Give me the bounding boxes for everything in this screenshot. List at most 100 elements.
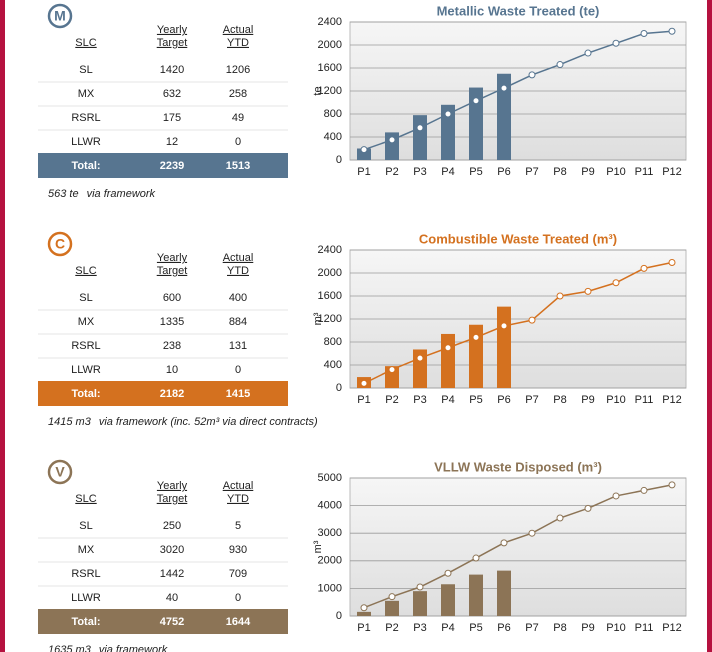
column-header: SLC xyxy=(75,37,96,49)
line-marker xyxy=(444,569,452,577)
line-marker xyxy=(472,333,480,341)
chart-title: VLLW Waste Disposed (m³) xyxy=(434,459,602,474)
x-tick-label: P7 xyxy=(525,166,538,178)
bar xyxy=(469,87,483,160)
x-tick-label: P3 xyxy=(413,622,426,634)
total-cell: 1415 xyxy=(226,388,250,400)
bar xyxy=(441,584,455,616)
line-marker xyxy=(640,486,648,494)
line xyxy=(363,261,673,385)
x-tick-label: P2 xyxy=(385,166,398,178)
bar xyxy=(385,600,399,616)
cell: 1335 xyxy=(160,316,184,328)
y-tick-label: 2400 xyxy=(318,244,342,256)
total-cell: Total: xyxy=(71,388,100,400)
y-tick-label: 800 xyxy=(324,336,342,348)
y-tick-label: 2000 xyxy=(318,555,342,567)
x-tick-label: P11 xyxy=(635,622,654,634)
bar xyxy=(469,324,483,388)
line-marker xyxy=(668,481,676,489)
line-marker xyxy=(528,529,536,537)
footnote: 1635 m3 via framework xyxy=(48,644,168,652)
x-tick-label: P6 xyxy=(497,166,510,178)
line-marker xyxy=(416,124,424,132)
total-row xyxy=(38,153,288,178)
total-row xyxy=(38,381,288,406)
cell: 709 xyxy=(229,568,247,580)
cell: 0 xyxy=(235,364,241,376)
x-tick-label: P1 xyxy=(357,394,370,406)
y-axis-label: te xyxy=(312,86,324,95)
cell: SL xyxy=(79,520,92,532)
cell: 258 xyxy=(229,88,247,100)
bar xyxy=(497,73,511,160)
y-tick-label: 4000 xyxy=(318,500,342,512)
x-tick-label: P1 xyxy=(357,622,370,634)
x-tick-label: P4 xyxy=(441,166,454,178)
line-marker xyxy=(556,61,564,69)
line-marker xyxy=(528,71,536,79)
cell: LLWR xyxy=(71,136,101,148)
badge-letter: C xyxy=(55,236,65,252)
x-tick-label: P10 xyxy=(606,394,626,406)
footnote-part: 1415 m3 xyxy=(48,416,92,428)
bar xyxy=(497,306,511,388)
line-marker xyxy=(612,492,620,500)
column-header: SLC xyxy=(75,265,96,277)
column-header: Target xyxy=(157,37,188,49)
total-cell: 1513 xyxy=(226,160,250,172)
y-tick-label: 2400 xyxy=(318,16,342,28)
footnote-part: 563 te xyxy=(48,188,79,200)
x-tick-label: P8 xyxy=(553,394,566,406)
x-tick-label: P3 xyxy=(413,394,426,406)
line-marker xyxy=(472,554,480,562)
total-cell: 2182 xyxy=(160,388,184,400)
bar xyxy=(441,333,455,388)
cell: 0 xyxy=(235,136,241,148)
column-header: Yearly xyxy=(157,24,188,36)
line-marker xyxy=(640,30,648,37)
cell: MX xyxy=(78,316,95,328)
cell: MX xyxy=(78,88,95,100)
x-tick-label: P3 xyxy=(413,166,426,178)
cell: 400 xyxy=(229,292,247,304)
line-marker xyxy=(416,583,424,591)
y-tick-label: 2000 xyxy=(318,39,342,51)
line-marker xyxy=(584,504,592,512)
column-header: YTD xyxy=(227,37,249,49)
line xyxy=(363,30,673,151)
cell: 40 xyxy=(166,592,178,604)
y-tick-label: 1200 xyxy=(318,313,342,325)
y-tick-label: 1600 xyxy=(318,62,342,74)
line-marker xyxy=(360,379,368,387)
bar xyxy=(357,148,371,160)
bar xyxy=(469,574,483,616)
footnote: 563 te via framework xyxy=(48,188,156,200)
footnote-part: via framework (inc. 52m³ via direct cont… xyxy=(99,416,318,428)
bar xyxy=(441,104,455,160)
border-right xyxy=(707,0,712,652)
bar xyxy=(385,132,399,160)
bar xyxy=(413,591,427,616)
x-tick-label: P11 xyxy=(635,394,654,406)
footnote-part: 1635 m3 xyxy=(48,644,92,652)
total-cell: Total: xyxy=(71,616,100,628)
cell: SL xyxy=(79,64,92,76)
y-axis-label: m³ xyxy=(312,312,324,325)
x-tick-label: P6 xyxy=(497,394,510,406)
cell: 632 xyxy=(163,88,181,100)
cell: 1420 xyxy=(160,64,184,76)
total-cell: 2239 xyxy=(160,160,184,172)
x-tick-label: P10 xyxy=(606,622,626,634)
line-marker xyxy=(500,539,508,547)
line-marker xyxy=(584,287,592,295)
cell: 600 xyxy=(163,292,181,304)
y-tick-label: 1000 xyxy=(318,582,342,594)
border-left xyxy=(0,0,5,652)
line-marker xyxy=(556,292,564,300)
line-marker xyxy=(668,259,676,267)
badge-letter: V xyxy=(55,464,65,480)
cell: 238 xyxy=(163,340,181,352)
y-tick-label: 800 xyxy=(324,108,342,120)
